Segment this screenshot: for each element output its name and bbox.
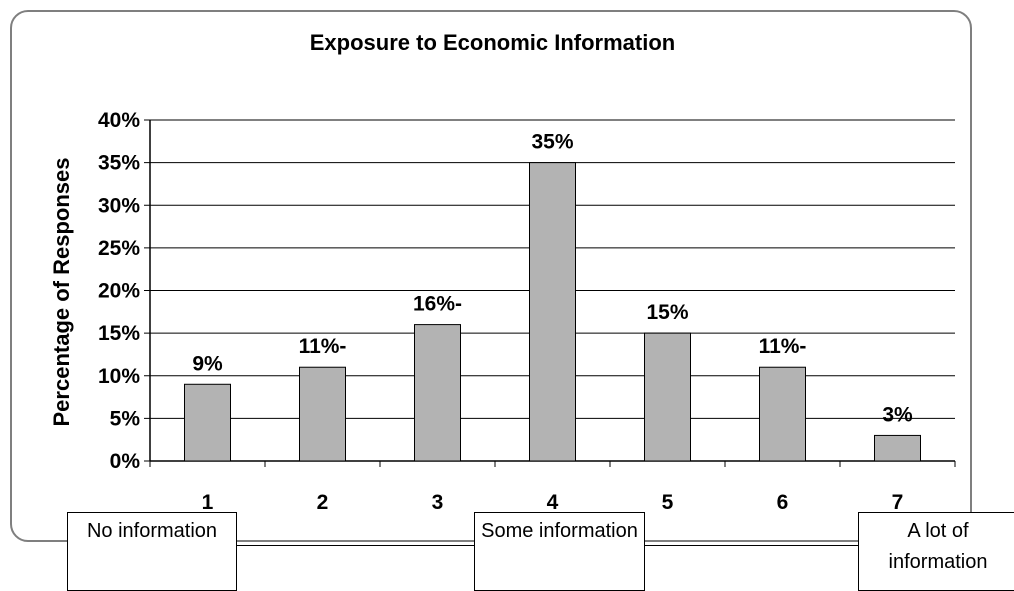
value-label-3: 16%- xyxy=(413,293,462,316)
value-label-5: 15% xyxy=(646,301,688,324)
y-tick-label: 35% xyxy=(98,152,140,175)
y-tick-label: 0% xyxy=(110,450,141,473)
value-label-7: 3% xyxy=(882,403,913,426)
x-tick-label-4: 4 xyxy=(547,491,559,514)
scale-anchor-mid-label: Some information xyxy=(481,520,638,542)
bar-7 xyxy=(874,434,921,462)
y-tick-label: 5% xyxy=(110,407,141,430)
value-label-4: 35% xyxy=(531,131,573,154)
x-tick-label-3: 3 xyxy=(432,491,444,514)
bar-1 xyxy=(184,383,231,462)
x-tick-label-7: 7 xyxy=(892,491,904,514)
chart-title: Exposure to Economic Information xyxy=(309,30,676,55)
scale-anchor-mid: Some information xyxy=(474,512,645,591)
y-tick-label: 10% xyxy=(98,365,140,388)
y-tick-label: 40% xyxy=(98,109,140,132)
y-tick-label: 20% xyxy=(98,280,140,303)
value-label-6: 11%- xyxy=(759,335,807,358)
x-tick-label-6: 6 xyxy=(777,491,789,514)
scale-anchor-low: No information xyxy=(67,512,237,591)
value-label-1: 9% xyxy=(192,352,223,375)
y-tick-label: 30% xyxy=(98,194,140,217)
scale-anchor-low-label: No information xyxy=(86,520,218,542)
bar-4 xyxy=(529,162,576,462)
chart-frame xyxy=(10,10,972,542)
bar-6 xyxy=(759,366,806,462)
bar-2 xyxy=(299,366,346,462)
x-tick-label-1: 1 xyxy=(202,491,214,514)
bar-3 xyxy=(414,324,461,462)
scale-anchor-high: A lot of information xyxy=(858,512,1014,591)
x-tick-label-5: 5 xyxy=(662,491,674,514)
value-label-2: 11%- xyxy=(299,335,347,358)
y-tick-label: 15% xyxy=(98,322,140,345)
scale-anchor-high-label: A lot of information xyxy=(888,520,988,573)
bar-5 xyxy=(644,332,691,462)
x-tick-label-2: 2 xyxy=(317,491,329,514)
y-tick-label: 25% xyxy=(98,237,140,260)
